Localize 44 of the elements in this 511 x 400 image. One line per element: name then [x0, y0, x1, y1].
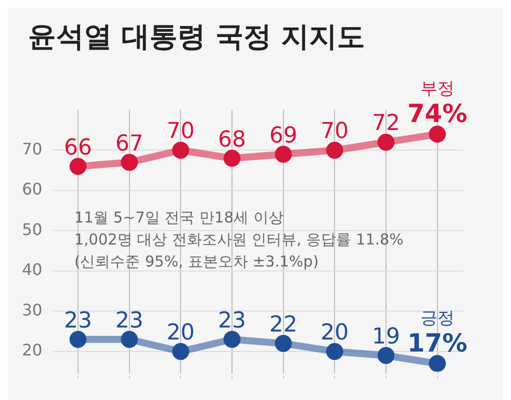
data-label: 69 — [269, 123, 298, 148]
y-tick-label: 50 — [22, 220, 42, 239]
point — [70, 158, 87, 175]
series-label: 부정 — [420, 79, 454, 100]
point — [224, 330, 241, 348]
annotation: (신뢰수준 95%, 표본오차 ±3.1%p) — [74, 252, 319, 271]
data-label: 23 — [64, 308, 92, 334]
annotation: 1,002명 대상 전화조사원 인터뷰, 응답률 11.8% — [74, 230, 404, 249]
point — [428, 126, 446, 143]
data-label: 68 — [218, 127, 246, 152]
data-label: 66 — [64, 135, 92, 160]
series-label: 긍정 — [420, 308, 454, 329]
point — [120, 330, 138, 348]
point — [326, 342, 344, 360]
data-label: 67 — [115, 131, 144, 156]
point — [274, 146, 292, 163]
y-tick-label: 70 — [22, 139, 42, 158]
y-tick-label: 60 — [22, 180, 42, 199]
point — [428, 355, 446, 372]
point — [378, 347, 395, 364]
data-label: 23 — [218, 308, 246, 334]
y-tick-label: 40 — [22, 260, 42, 280]
chart-title: 윤석열 대통령 국정 지지도 — [27, 19, 366, 55]
data-label: 70 — [166, 119, 195, 144]
data-label: 72 — [372, 111, 400, 136]
data-label: 17% — [407, 328, 468, 358]
data-label: 74% — [407, 99, 468, 128]
data-label: 20 — [166, 320, 195, 346]
point — [120, 154, 138, 171]
data-label: 70 — [320, 119, 349, 144]
data-label: 22 — [269, 312, 298, 338]
annotation: 11월 5~7일 전국 만18세 이상 — [74, 208, 284, 227]
y-tick-label: 20 — [22, 340, 42, 360]
point — [224, 150, 241, 167]
point — [70, 330, 87, 348]
point — [172, 142, 190, 159]
data-label: 19 — [372, 324, 400, 350]
point — [274, 334, 292, 352]
data-label: 23 — [115, 308, 144, 334]
point — [378, 134, 395, 151]
data-label: 20 — [320, 320, 349, 346]
point — [172, 342, 190, 360]
point — [326, 142, 344, 159]
y-tick-label: 30 — [22, 300, 42, 320]
